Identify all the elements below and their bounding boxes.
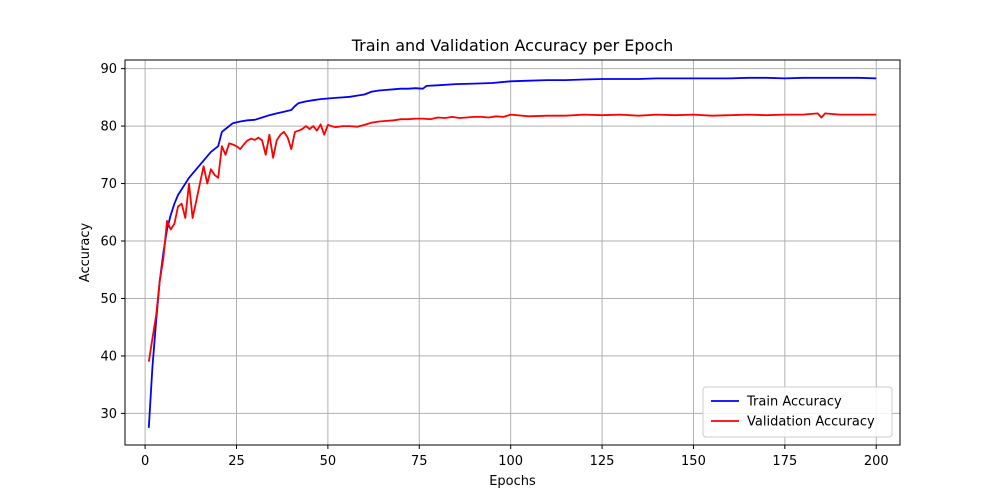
y-tick-label: 60 <box>100 235 117 250</box>
plot-frame <box>124 59 901 446</box>
y-tick-label: 40 <box>100 349 117 364</box>
y-axis-label: Accuracy <box>78 223 93 283</box>
x-tick-label: 75 <box>411 454 428 469</box>
x-axis-ticks: 0 25 50 75 100 125 150 175 200 <box>141 445 889 469</box>
y-tick-label: 50 <box>100 292 117 307</box>
legend-label: Train Accuracy <box>746 395 842 410</box>
legend: Train Accuracy Validation Accuracy <box>702 386 893 438</box>
x-tick-label: 100 <box>498 454 523 469</box>
chart-title: Train and Validation Accuracy per Epoch <box>351 36 674 55</box>
y-tick-label: 30 <box>100 407 117 422</box>
series-layer <box>147 76 877 428</box>
x-tick-label: 175 <box>772 454 797 469</box>
x-tick-label: 125 <box>590 454 615 469</box>
y-tick-label: 70 <box>100 177 117 192</box>
x-axis-label: Epochs <box>489 474 536 489</box>
y-tick-label: 90 <box>100 62 117 77</box>
x-tick-label: 25 <box>228 454 245 469</box>
x-tick-label: 0 <box>141 454 149 469</box>
x-tick-label: 50 <box>320 454 337 469</box>
train-accuracy-line <box>147 76 877 428</box>
legend-box <box>702 386 893 438</box>
y-tick-label: 80 <box>100 120 117 135</box>
x-tick-label: 150 <box>681 454 706 469</box>
legend-label: Validation Accuracy <box>747 415 875 430</box>
validation-accuracy-line <box>147 112 877 362</box>
x-tick-label: 200 <box>864 454 889 469</box>
y-axis-ticks: 30 40 50 60 70 80 90 <box>100 62 125 422</box>
